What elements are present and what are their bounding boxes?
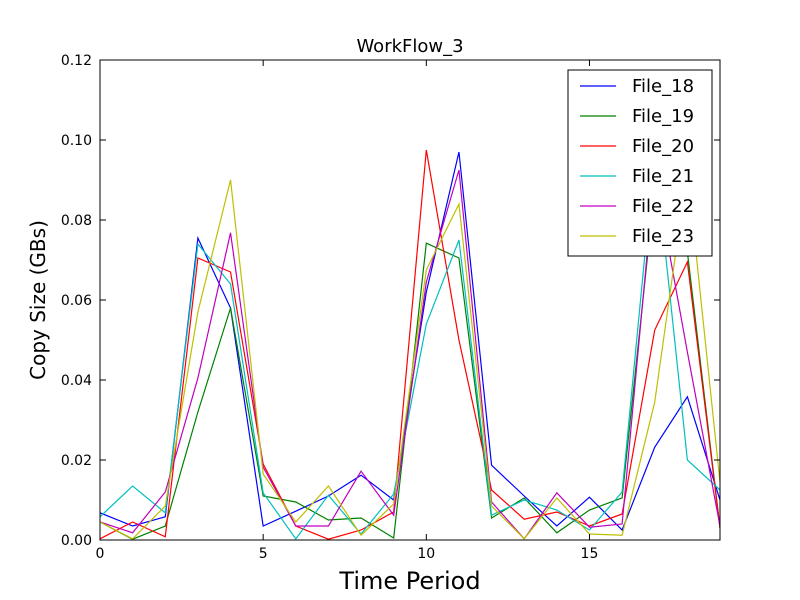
y-tick-label: 0.04 <box>61 373 92 389</box>
y-tick-label: 0.02 <box>61 453 92 469</box>
y-tick-label: 0.00 <box>61 533 92 549</box>
legend: File_18 File_19 File_20 File_21 File_22 File_… <box>567 69 713 257</box>
series-line-file-20 <box>100 149 720 540</box>
series-line-file-22 <box>100 169 720 540</box>
x-axis-label: Time Period <box>338 567 480 595</box>
series-line-file-23 <box>100 169 720 540</box>
legend-label: File_20 <box>632 136 694 157</box>
x-tick-label: 0 <box>96 546 105 562</box>
series-line-file-21 <box>100 151 720 540</box>
x-tick-label: 15 <box>581 546 599 562</box>
legend-label: File_21 <box>632 166 694 187</box>
series-layer <box>100 149 720 540</box>
legend-label: File_22 <box>632 196 694 217</box>
y-tick-label: 0.10 <box>61 133 92 149</box>
x-tick-label: 5 <box>259 546 268 562</box>
ticks-layer: 0 5 10 15 0.00 0.02 0.04 0.06 0.08 0.10 0.12 <box>61 53 720 562</box>
y-tick-label: 0.12 <box>61 53 92 69</box>
legend-box <box>567 69 713 257</box>
y-axis-label: Copy Size (GBs) <box>26 220 50 380</box>
legend-label: File_19 <box>632 106 694 127</box>
y-tick-label: 0.06 <box>61 293 92 309</box>
x-tick-label: 10 <box>417 546 435 562</box>
legend-label: File_23 <box>632 226 694 247</box>
y-tick-label: 0.08 <box>61 213 92 229</box>
chart-title: WorkFlow_3 <box>356 36 463 57</box>
plot-frame <box>99 59 721 541</box>
legend-label: File_18 <box>632 76 694 97</box>
